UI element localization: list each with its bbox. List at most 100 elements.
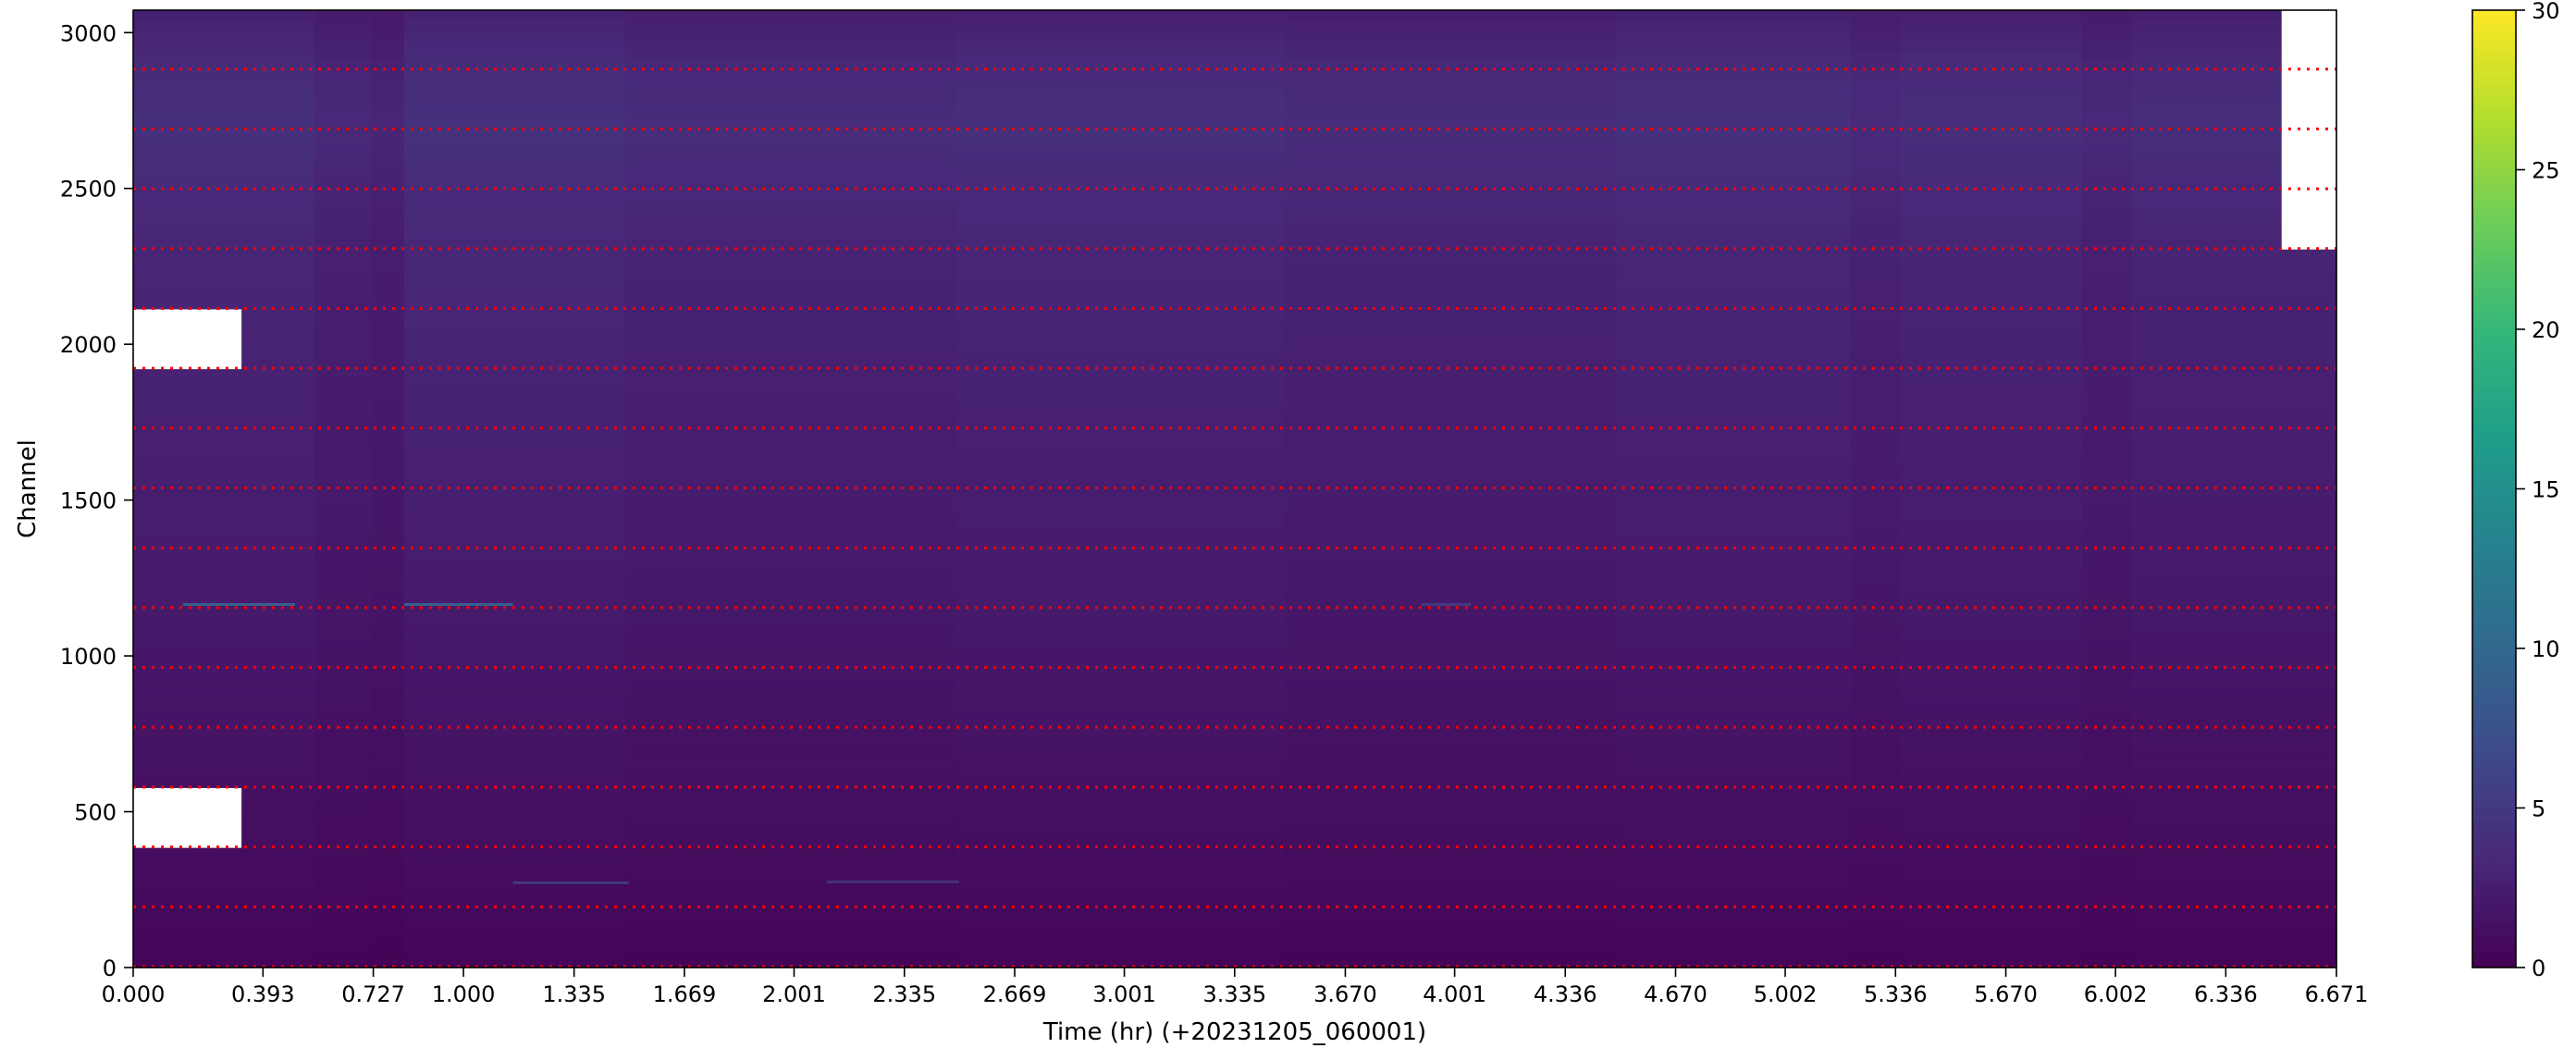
heatmap-cell (2081, 868, 2132, 879)
heatmap-cell (371, 568, 405, 580)
heatmap-cell (625, 169, 956, 180)
heatmap-cell (1850, 907, 1901, 919)
heatmap-cell (314, 509, 372, 520)
heatmap-cell (1850, 588, 1901, 599)
heatmap-cell (1900, 129, 2083, 141)
heatmap-cell (1286, 947, 1617, 958)
heatmap-cell (2081, 618, 2132, 630)
heatmap-cell (314, 199, 372, 211)
x-tick-label: 1.669 (653, 981, 717, 1007)
heatmap-cell (133, 518, 315, 530)
heatmap-cell (1900, 518, 2083, 530)
heatmap-cell (133, 947, 315, 958)
heatmap-cell (1900, 758, 2083, 769)
heatmap-cell (1616, 718, 1852, 729)
heatmap-cell (1900, 428, 2083, 440)
heatmap-cell (1616, 269, 1852, 280)
heatmap-cell (133, 468, 315, 480)
heatmap-cell (1850, 399, 1901, 410)
heatmap-cell (1286, 468, 1617, 480)
heatmap-cell (314, 349, 372, 360)
heatmap-cell (1616, 927, 1852, 939)
heatmap-cell (1850, 509, 1901, 520)
heatmap-cell (314, 229, 372, 240)
heatmap-cell (1850, 927, 1901, 939)
heatmap-cell (1850, 549, 1901, 560)
heatmap-cell (2131, 868, 2337, 879)
heatmap-cell (133, 688, 315, 699)
heatmap-cell (314, 269, 372, 280)
heatmap-cell (1286, 718, 1617, 729)
heatmap-cell (1286, 778, 1617, 789)
heatmap-cell (2081, 738, 2132, 749)
heatmap-cell (2131, 818, 2337, 829)
colorbar-tick-label: 10 (2532, 636, 2560, 662)
heatmap-cell (625, 678, 956, 689)
heatmap-cell (1616, 289, 1852, 301)
heatmap-cell (1900, 59, 2083, 71)
heatmap-cell (403, 857, 626, 869)
heatmap-cell (2131, 658, 2337, 670)
heatmap-cell (2131, 877, 2337, 889)
heatmap-cell (2131, 549, 2337, 560)
heatmap-cell (1286, 747, 1617, 759)
heatmap-cell (1850, 269, 1901, 280)
heatmap-cell (1286, 428, 1617, 440)
heatmap-cell (955, 549, 1287, 560)
heatmap-cell (955, 359, 1287, 370)
heatmap-cell (2131, 388, 2337, 401)
heatmap-cell (133, 638, 315, 649)
heatmap-cell (1286, 319, 1617, 330)
heatmap-cell (1900, 787, 2083, 799)
heatmap-cell (314, 209, 372, 221)
heatmap-cell (2081, 947, 2132, 958)
heatmap-cell (1616, 140, 1852, 151)
heatmap-cell (403, 528, 626, 540)
heatmap-cell (955, 319, 1287, 330)
heatmap-cell (133, 90, 315, 101)
heatmap-cell (625, 309, 956, 320)
heatmap-cell (1286, 129, 1617, 141)
heatmap-cell (133, 499, 315, 510)
heatmap-cell (1616, 518, 1852, 530)
heatmap-cell (2131, 747, 2337, 759)
heatmap-cell (1900, 818, 2083, 829)
heatmap-cell (371, 578, 405, 589)
heatmap-cell (1286, 80, 1617, 91)
heatmap-cell (1286, 169, 1617, 180)
heatmap-cell (403, 349, 626, 360)
heatmap-cell (403, 868, 626, 879)
heatmap-cell (1850, 708, 1901, 720)
heatmap-cell (1286, 728, 1617, 739)
heatmap-cell (1616, 558, 1852, 570)
heatmap-cell (403, 818, 626, 829)
heatmap-cell (625, 957, 956, 968)
heatmap-cell (1286, 868, 1617, 879)
heatmap-cell (133, 109, 315, 121)
heatmap-cell (1900, 658, 2083, 670)
heatmap-cell (625, 289, 956, 301)
heatmap-cell (625, 239, 956, 251)
heatmap-cell (403, 378, 626, 390)
heatmap-cell (1286, 588, 1617, 599)
heatmap-cell (1900, 339, 2083, 351)
heatmap-cell (314, 109, 372, 121)
heatmap-cell (1850, 428, 1901, 440)
heatmap-cell (314, 738, 372, 749)
heatmap-cell (1286, 459, 1617, 470)
heatmap-cell (1616, 488, 1852, 499)
heatmap-cell (955, 818, 1287, 829)
heatmap-cell (2131, 279, 2337, 290)
heatmap-cell (403, 279, 626, 290)
heatmap-cell (955, 808, 1287, 819)
heatmap-cell (403, 937, 626, 949)
heatmap-cell (403, 588, 626, 599)
heatmap-cell (1286, 378, 1617, 390)
heatmap-cell (1286, 219, 1617, 230)
heatmap-cell (1286, 399, 1617, 410)
heatmap-cell (625, 299, 956, 311)
heatmap-cell (1286, 847, 1617, 859)
heatmap-cell (403, 129, 626, 141)
heatmap-cell (1286, 768, 1617, 779)
heatmap-cell (1616, 309, 1852, 320)
